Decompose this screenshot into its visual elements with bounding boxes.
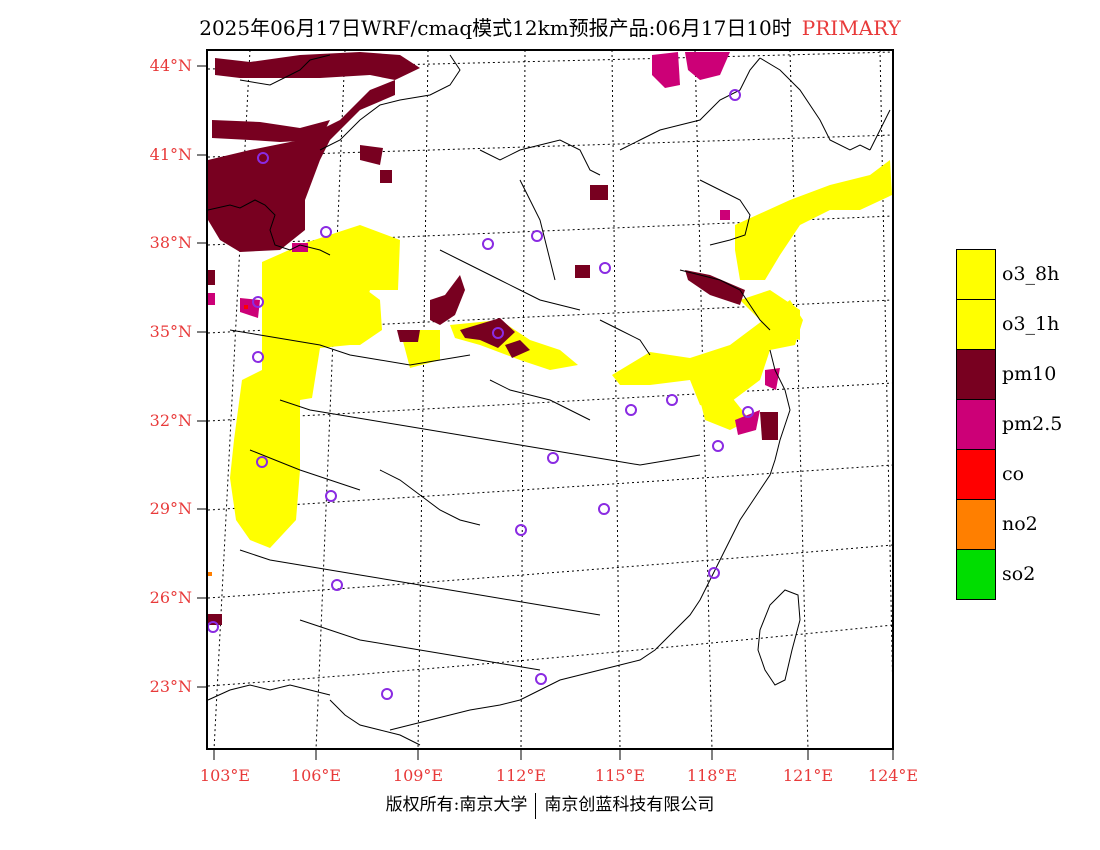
lon-label-124: 124°E (867, 766, 919, 785)
o3-regions (230, 160, 892, 548)
lat-label-26: 26°N (149, 588, 192, 607)
lat-label-41: 41°N (149, 145, 192, 164)
lon-label-106: 106°E (290, 766, 342, 785)
legend-swatch (956, 449, 996, 500)
lon-label-115: 115°E (594, 766, 646, 785)
lat-label-32: 32°N (149, 411, 192, 430)
primary-tag: PRIMARY (801, 16, 901, 40)
copyright-divider (535, 792, 537, 819)
lon-label-118: 118°E (686, 766, 738, 785)
lat-label-44: 44°N (149, 56, 192, 75)
lat-label-29: 29°N (149, 499, 192, 518)
legend-label: o3_8h (1002, 263, 1060, 285)
legend-swatch (956, 399, 996, 450)
lat-label-23: 23°N (149, 677, 192, 696)
lon-label-121: 121°E (782, 766, 834, 785)
copyright-right: 南京创蓝科技有限公司 (544, 795, 715, 815)
copyright-left: 版权所有:南京大学 (385, 795, 528, 815)
legend-label: o3_1h (1002, 313, 1060, 335)
pm25-regions (208, 52, 780, 435)
map-frame (206, 49, 894, 750)
legend-swatch (956, 299, 996, 350)
lon-label-103: 103°E (199, 766, 251, 785)
legend-swatch (956, 549, 996, 600)
legend-label: pm2.5 (1002, 413, 1063, 435)
legend-label: pm10 (1002, 363, 1057, 385)
map-title: 2025年06月17日WRF/cmaq模式12km预报产品:06月17日10时 P… (0, 12, 1100, 41)
legend-swatch (956, 249, 996, 300)
lon-label-109: 109°E (392, 766, 444, 785)
lat-label-35: 35°N (149, 322, 192, 341)
legend-swatch (956, 499, 996, 550)
boundary-lines (207, 54, 891, 746)
legend-label: no2 (1002, 513, 1038, 535)
title-text: 2025年06月17日WRF/cmaq模式12km预报产品:06月17日10时 (199, 16, 792, 40)
axis-ticks (197, 65, 894, 760)
station-markers (207, 89, 754, 700)
lon-label-112: 112°E (495, 766, 547, 785)
copyright-footer: 版权所有:南京大学 南京创蓝科技有限公司 (0, 790, 1100, 819)
pm10-regions (208, 52, 778, 625)
minor-pollutant-specks (208, 305, 248, 576)
lat-label-38: 38°N (149, 233, 192, 252)
legend-label: co (1002, 463, 1025, 485)
legend-label: so2 (1002, 563, 1036, 585)
legend-swatch (956, 349, 996, 400)
